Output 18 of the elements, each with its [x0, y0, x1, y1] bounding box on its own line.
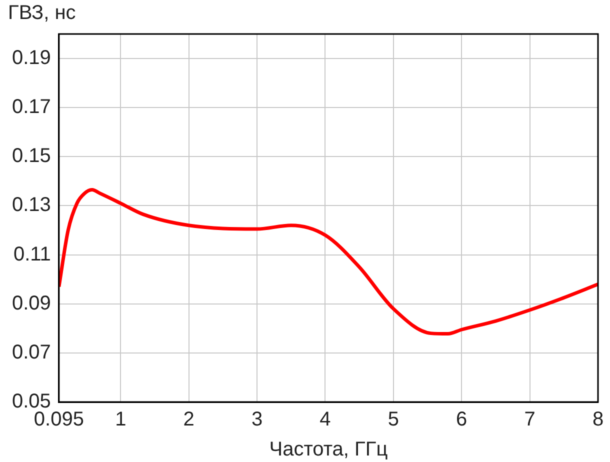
- y-tick-label: 0.19: [12, 47, 51, 70]
- y-axis-title: ГВЗ, нс: [8, 2, 76, 25]
- x-axis-title: Частота, ГГц: [269, 438, 388, 461]
- y-tick-label: 0.17: [12, 96, 51, 118]
- x-tick-label: 7: [524, 408, 536, 431]
- x-tick-label: 6: [456, 408, 468, 431]
- line-series: [58, 188, 598, 336]
- x-tick-label: 1: [115, 408, 126, 431]
- x-tick-label: 4: [320, 408, 331, 431]
- y-tick-label: 0.07: [12, 341, 51, 364]
- x-tick-label: 3: [251, 408, 263, 431]
- y-tick-label: 0.15: [12, 145, 51, 168]
- x-tick-label: 5: [388, 408, 399, 431]
- y-tick-label: 0.09: [12, 292, 51, 314]
- y-tick-label: 0.11: [13, 243, 51, 266]
- x-tick-label: 2: [183, 408, 194, 431]
- x-tick-label: 8: [592, 408, 604, 431]
- y-tick-label: 0.13: [12, 194, 51, 216]
